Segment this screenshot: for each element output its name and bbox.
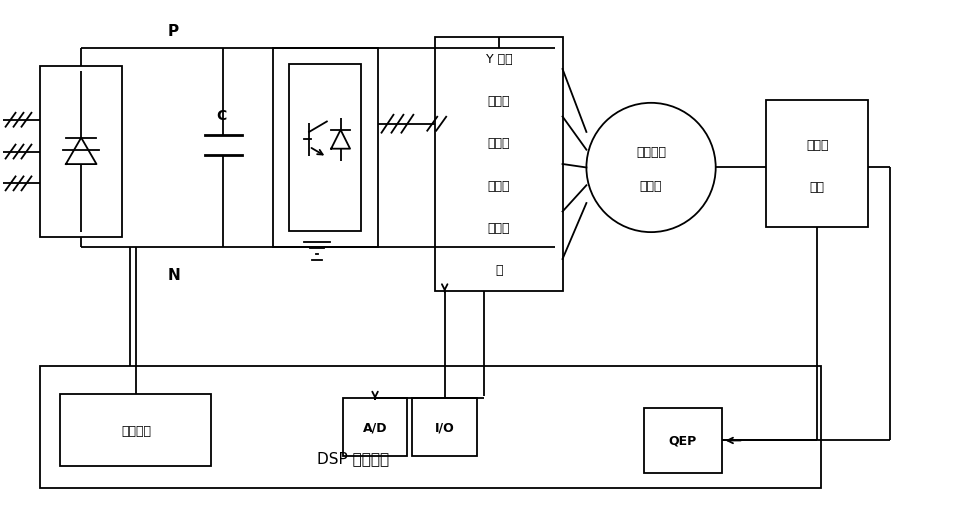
- Text: A/D: A/D: [363, 421, 388, 434]
- Text: 组带抽: 组带抽: [488, 95, 510, 108]
- Text: 接变换: 接变换: [488, 179, 510, 192]
- Text: 路: 路: [495, 264, 502, 276]
- Text: 感器: 感器: [810, 181, 825, 193]
- Text: N: N: [167, 267, 180, 282]
- Text: 电动机: 电动机: [640, 180, 662, 192]
- Text: C: C: [216, 108, 227, 123]
- Text: 头的连: 头的连: [488, 137, 510, 150]
- Text: 速度传: 速度传: [806, 138, 829, 152]
- Text: 控制电: 控制电: [488, 221, 510, 235]
- Text: P: P: [168, 24, 179, 39]
- Text: QEP: QEP: [669, 434, 697, 447]
- Text: 三相交流: 三相交流: [636, 146, 666, 159]
- Text: Y 型绕: Y 型绕: [485, 53, 512, 66]
- Text: DSP 控制系统: DSP 控制系统: [317, 450, 389, 465]
- Text: 驱动电路: 驱动电路: [121, 423, 151, 437]
- Text: I/O: I/O: [434, 421, 455, 434]
